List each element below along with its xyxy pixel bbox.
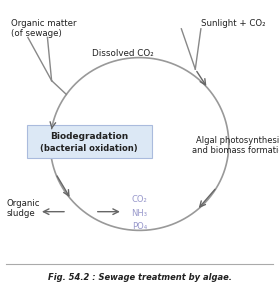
Text: Organic matter
(of sewage): Organic matter (of sewage) [11,19,77,38]
Text: Fig. 54.2 : Sewage treatment by algae.: Fig. 54.2 : Sewage treatment by algae. [47,272,232,282]
Text: Biodegradation: Biodegradation [50,132,128,141]
Text: Organic
sludge: Organic sludge [7,199,40,219]
Text: (bacterial oxidation): (bacterial oxidation) [40,144,138,153]
Text: Sunlight + CO₂: Sunlight + CO₂ [201,19,266,28]
Text: Algal photosynthesis
and biomass formation: Algal photosynthesis and biomass formati… [191,136,279,155]
FancyBboxPatch shape [27,125,152,158]
Text: Dissolved CO₂: Dissolved CO₂ [92,49,154,58]
Text: CO₂
NH₃
PO₄: CO₂ NH₃ PO₄ [131,196,148,231]
